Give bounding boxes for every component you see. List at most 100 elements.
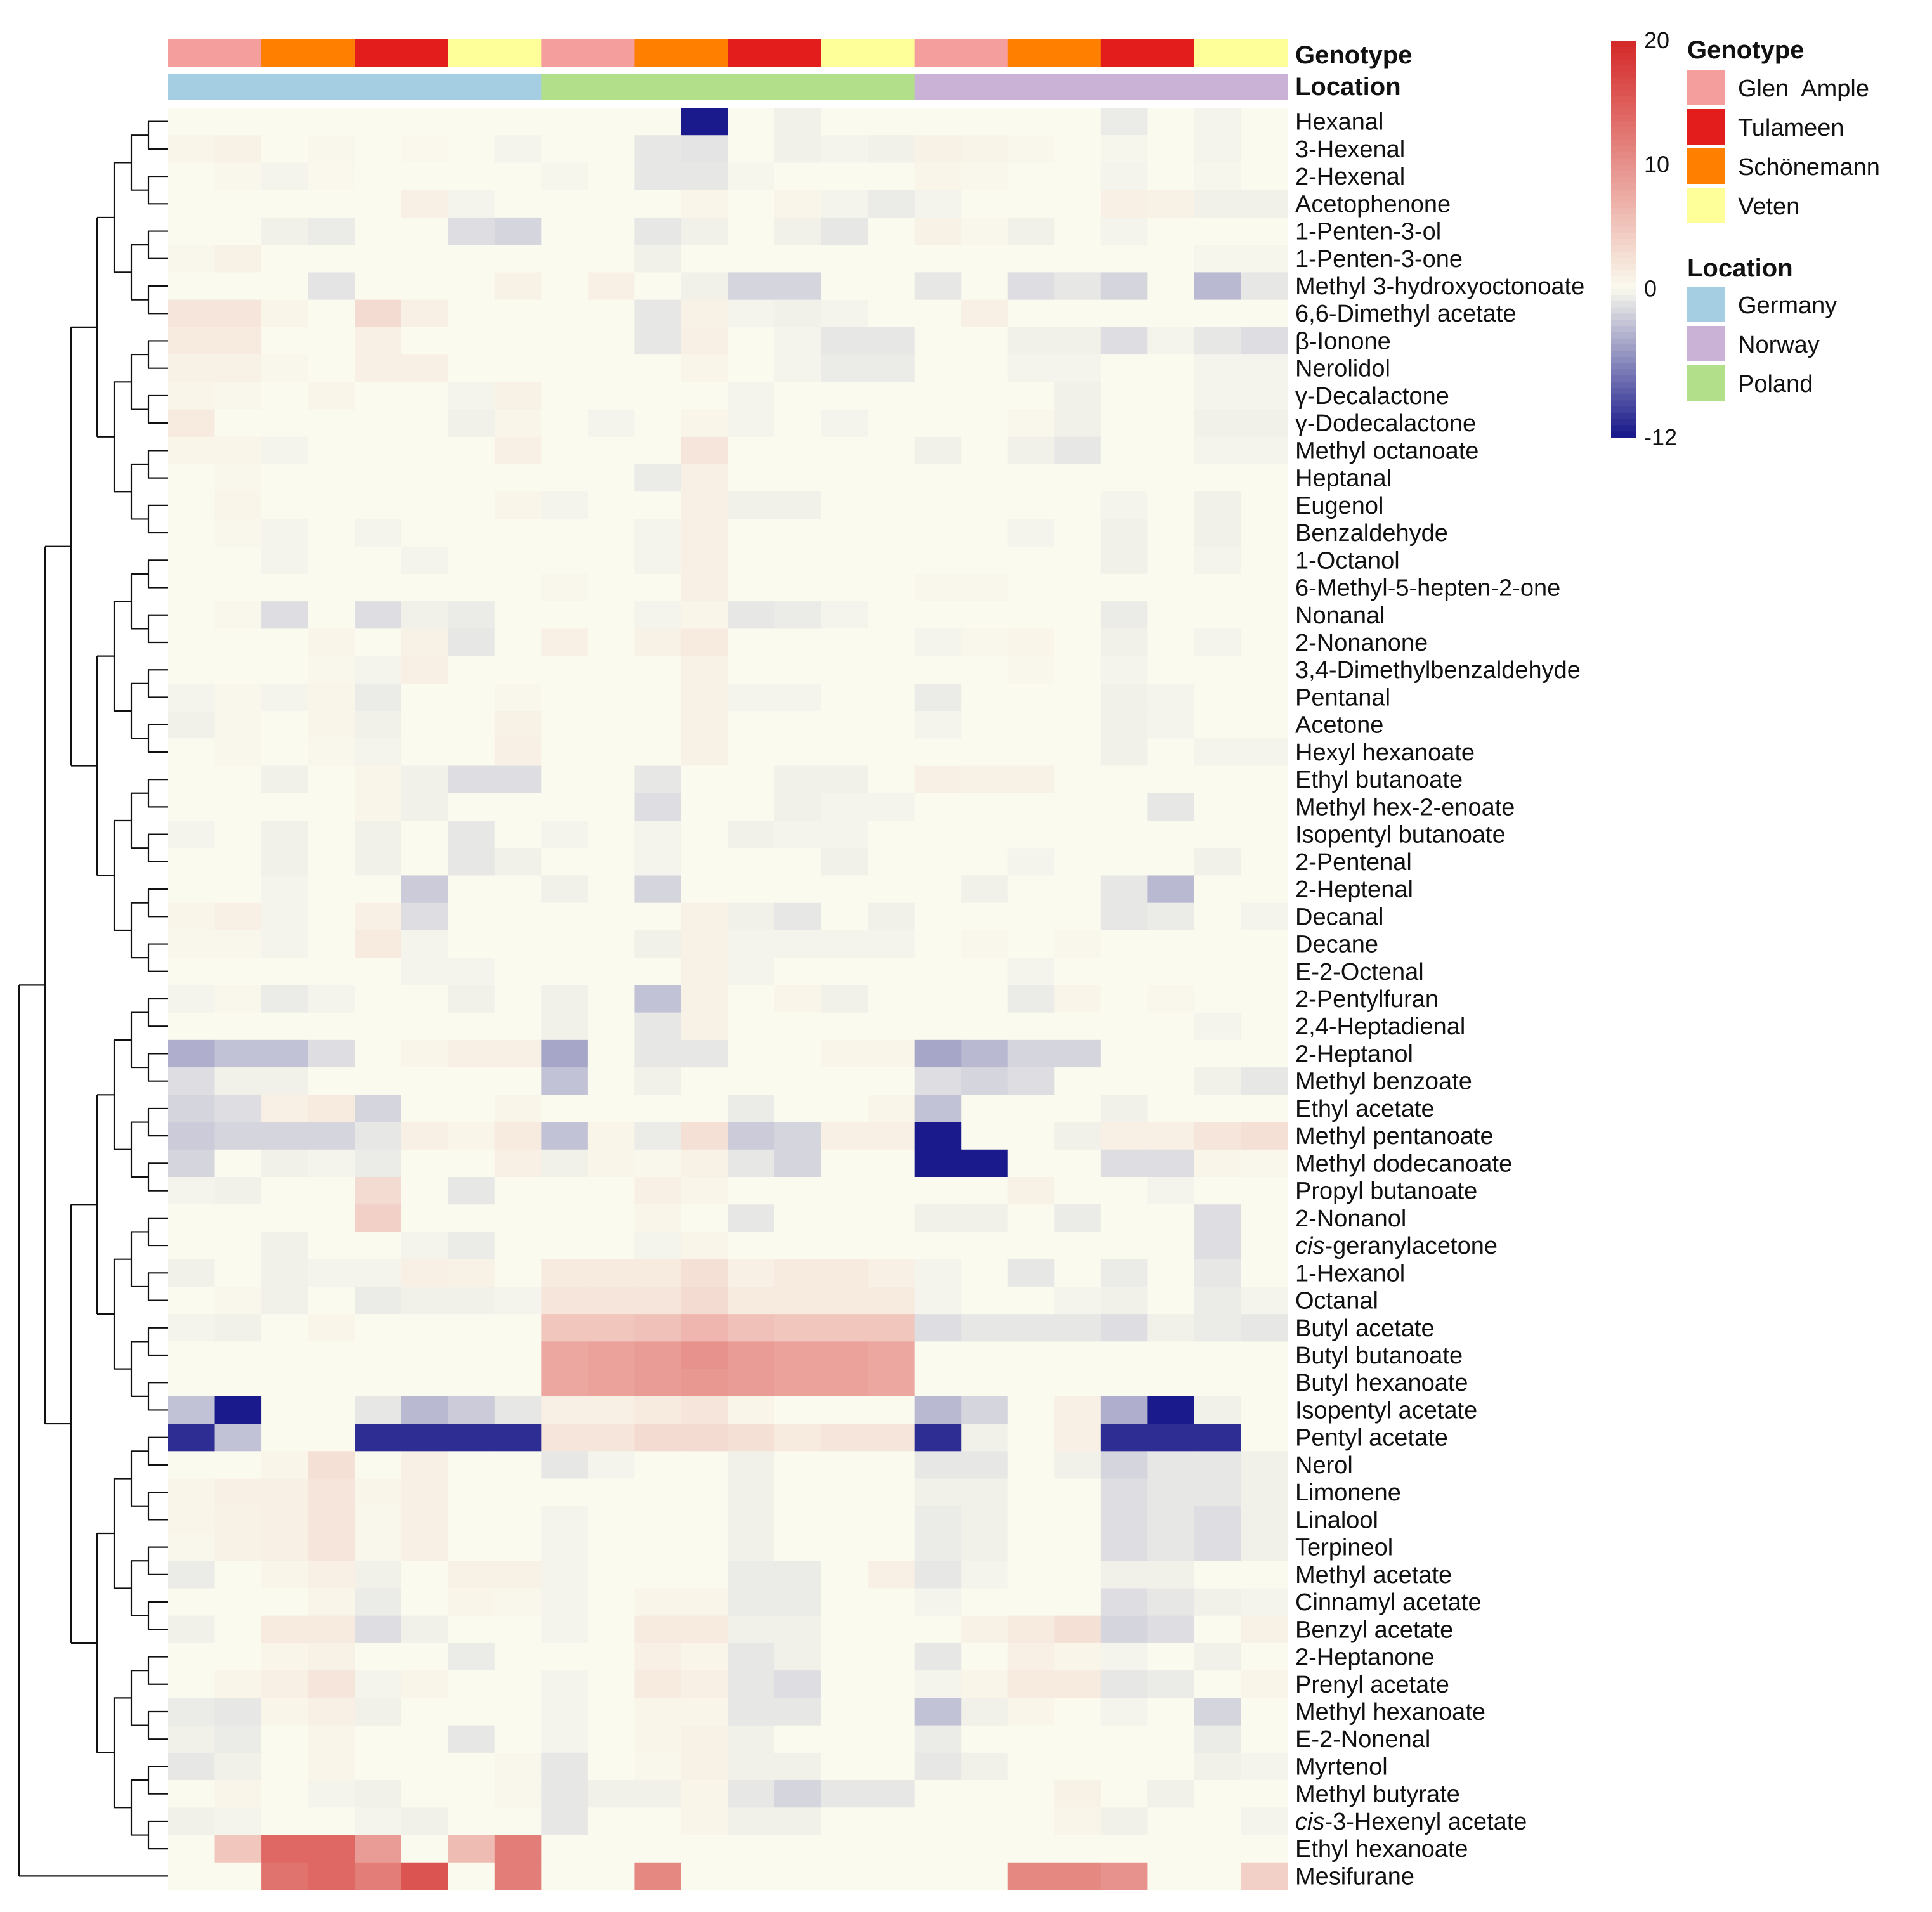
heatmap-cell: [308, 272, 355, 301]
heatmap-cell: [401, 1478, 448, 1507]
heatmap-cell: [868, 1039, 915, 1068]
heatmap-cell: [355, 1177, 402, 1205]
location-annotation-cell: [1007, 74, 1055, 100]
heatmap-cell: [1100, 1204, 1148, 1233]
heatmap-cell: [308, 1752, 355, 1781]
heatmap-cell: [168, 1095, 216, 1123]
heatmap-cell: [494, 1067, 542, 1095]
heatmap-cell: [1054, 1424, 1102, 1452]
heatmap-cell: [1147, 299, 1195, 328]
heatmap-cell: [401, 1204, 448, 1233]
heatmap-cell: [681, 1698, 729, 1726]
heatmap-cell: [308, 464, 355, 492]
heatmap-cell: [1147, 1862, 1195, 1890]
heatmap-cell: [961, 601, 1008, 629]
heatmap-cell: [541, 1177, 589, 1205]
heatmap-cell: [261, 958, 309, 985]
heatmap-cell: [1100, 1642, 1148, 1671]
heatmap-cell: [728, 793, 775, 821]
heatmap-cell: [308, 628, 355, 657]
genotype-annotation-cell: [261, 39, 309, 67]
heatmap-cell: [587, 875, 636, 904]
heatmap-cell: [261, 683, 309, 712]
heatmap-cell: [168, 1067, 216, 1095]
legend-location-label: Norway: [1738, 332, 1820, 358]
heatmap-cell: [774, 683, 822, 712]
heatmap-cell: [634, 601, 682, 629]
heatmap-cell: [448, 628, 495, 657]
heatmap-cell: [634, 1780, 682, 1808]
heatmap-cell: [494, 409, 542, 438]
heatmap-cell: [494, 1204, 542, 1233]
heatmap-cell: [494, 464, 542, 492]
heatmap-cell: [681, 1533, 729, 1561]
heatmap-cell: [774, 1095, 822, 1123]
heatmap-cell: [868, 765, 915, 794]
heatmap-cell: [168, 217, 216, 245]
heatmap-cell: [681, 628, 729, 657]
heatmap-cell: [261, 875, 309, 904]
heatmap-cell: [1007, 1725, 1055, 1753]
heatmap-cell: [914, 299, 962, 328]
heatmap-cell: [541, 902, 589, 931]
legend-genotype-swatch: [1687, 188, 1725, 223]
row-label: Linalool: [1295, 1507, 1378, 1533]
row-dendrogram: [18, 120, 168, 1877]
heatmap-cell: [821, 135, 868, 164]
heatmap-cell: [355, 1122, 402, 1150]
heatmap-cell: [1241, 162, 1288, 191]
heatmap-cell: [355, 354, 402, 382]
heatmap-cell: [1007, 601, 1055, 629]
heatmap-cell: [1100, 217, 1148, 245]
heatmap-cell: [448, 464, 495, 492]
heatmap-cell: [587, 519, 636, 547]
heatmap-cell: [728, 135, 775, 164]
location-annotation-cell: [1100, 74, 1148, 100]
heatmap-cell: [355, 464, 402, 492]
heatmap-cell: [821, 1642, 868, 1671]
heatmap-cell: [261, 738, 309, 767]
colorbar-segment: [1611, 394, 1636, 401]
heatmap-cell: [541, 1259, 589, 1287]
colorbar-segment: [1611, 152, 1636, 159]
heatmap-cell: [401, 382, 448, 410]
heatmap-cell: [587, 546, 636, 575]
heatmap-cell: [401, 135, 448, 164]
heatmap-cell: [634, 464, 682, 492]
heatmap-cell: [821, 464, 868, 492]
heatmap-cell: [868, 519, 915, 547]
colorbar-segment: [1611, 108, 1636, 116]
heatmap-cell: [261, 1752, 309, 1781]
heatmap-cell: [681, 327, 729, 355]
heatmap-cell: [1147, 738, 1195, 767]
heatmap-cell: [1100, 793, 1148, 821]
heatmap-cell: [868, 1396, 915, 1424]
heatmap-cell: [355, 1286, 402, 1315]
heatmap-cell: [308, 108, 355, 136]
location-annotation-title: Location: [1295, 73, 1401, 101]
heatmap-cell: [914, 1615, 962, 1644]
row-label: Ethyl hexanoate: [1295, 1836, 1468, 1863]
heatmap-cell: [494, 1862, 542, 1890]
heatmap-cell: [494, 573, 542, 602]
heatmap-cell: [774, 985, 822, 1013]
heatmap-cell: [1194, 1615, 1242, 1644]
heatmap-cell: [587, 108, 636, 136]
heatmap-cell: [1147, 162, 1195, 191]
heatmap-cell: [261, 711, 309, 739]
heatmap-cell: [728, 573, 775, 602]
heatmap-cell: [587, 1725, 636, 1753]
heatmap-cell: [308, 1642, 355, 1671]
heatmap-cell: [1241, 1807, 1288, 1836]
heatmap-cell: [448, 1725, 495, 1753]
heatmap-cell: [541, 1067, 589, 1095]
heatmap-cell: [168, 628, 216, 657]
heatmap-cell: [494, 1369, 542, 1397]
heatmap-cell: [1007, 656, 1055, 684]
heatmap-cell: [1007, 272, 1055, 301]
heatmap-cell: [308, 1780, 355, 1808]
heatmap-cell: [308, 1670, 355, 1698]
heatmap-cell: [1007, 464, 1055, 492]
heatmap-cell: [868, 272, 915, 301]
row-label: Nonanal: [1295, 602, 1385, 629]
